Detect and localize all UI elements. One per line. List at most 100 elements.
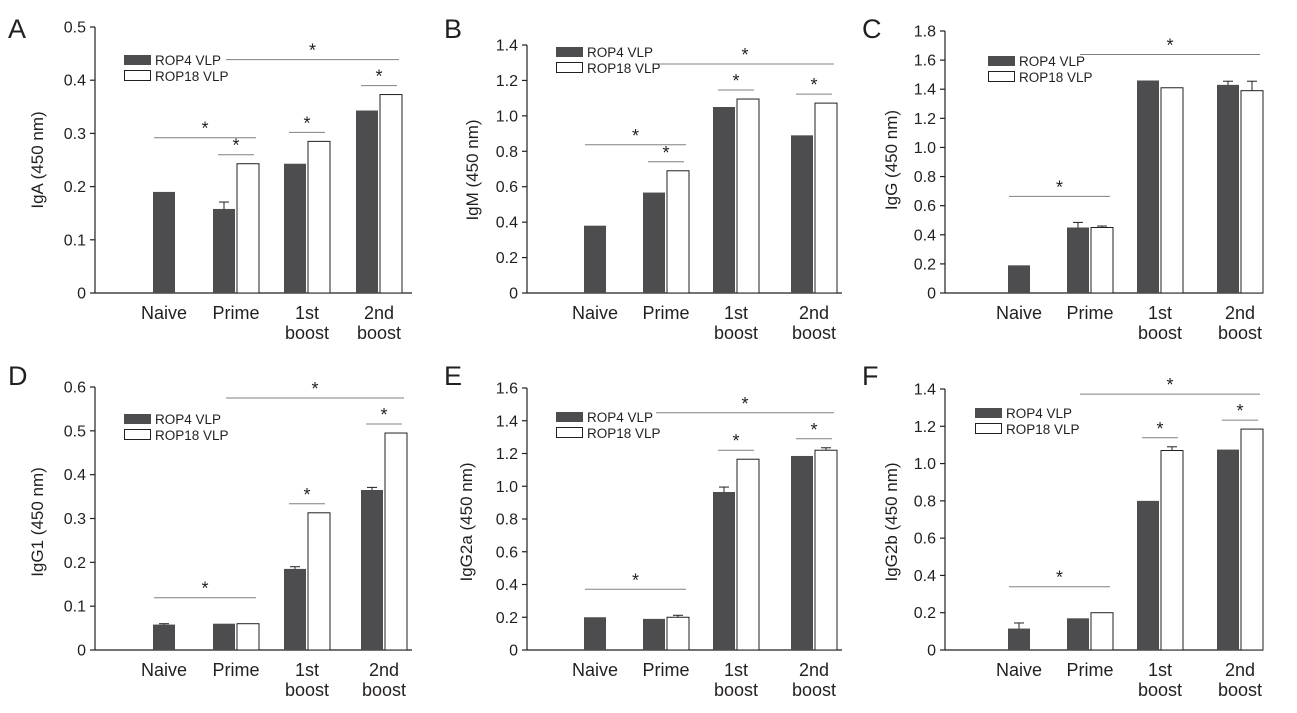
y-tick-label: 0 (509, 643, 518, 660)
x-category-label: 1st boost (1138, 303, 1182, 343)
bar-rop4 (1137, 80, 1159, 293)
y-tick-label: 1.2 (496, 446, 518, 463)
x-category-label: Naive (141, 660, 187, 680)
bar-rop4 (584, 225, 606, 293)
y-axis-label: IgG2a (450 nm) (457, 462, 476, 581)
legend-swatch-rop18 (124, 429, 151, 440)
panel-letter: A (8, 14, 26, 44)
legend-swatch-rop4 (124, 55, 151, 65)
legend-swatch-rop4 (975, 408, 1002, 418)
y-tick-label: 0 (509, 286, 518, 303)
significance-star: * (662, 143, 669, 163)
x-category-label-line: 1st (295, 303, 319, 323)
significance-star: * (311, 379, 318, 399)
legend-label-rop18: ROP18 VLP (155, 428, 229, 443)
x-category-label-line: Prime (642, 303, 689, 323)
bar-rop4 (1067, 227, 1089, 293)
legend-label-rop18: ROP18 VLP (587, 61, 661, 76)
bar-rop4 (284, 163, 306, 293)
panel-letter: D (8, 361, 28, 391)
significance-star: * (1166, 35, 1173, 55)
bar-rop18 (307, 512, 331, 651)
legend-label-rop18: ROP18 VLP (155, 69, 229, 84)
legend-label-rop4: ROP4 VLP (155, 412, 221, 427)
x-category-label-line: Naive (141, 660, 187, 680)
legend-label-rop4: ROP4 VLP (1019, 54, 1085, 69)
bar-rop4 (1008, 628, 1030, 650)
legend-swatch-rop18 (556, 427, 583, 438)
significance-star: * (1156, 419, 1163, 439)
bar-rop4 (153, 191, 175, 293)
x-category-label-line: boost (714, 323, 758, 343)
y-tick-label: 1.2 (914, 111, 936, 128)
y-tick-label: 0.4 (64, 467, 86, 484)
legend-label-rop18: ROP18 VLP (1006, 422, 1080, 437)
y-tick-label: 1.6 (914, 53, 936, 70)
legend-label-rop4: ROP4 VLP (587, 410, 653, 425)
legend-label-rop4: ROP4 VLP (155, 53, 221, 68)
significance-star: * (810, 420, 817, 440)
bar-rop4 (643, 618, 665, 650)
y-tick-label: 0.2 (64, 555, 86, 572)
x-category-label: Prime (212, 303, 259, 323)
y-axis-label: IgG2b (450 nm) (882, 462, 901, 581)
bar-rop4 (1217, 84, 1239, 293)
legend-swatch-rop18 (988, 71, 1015, 82)
x-category-label: Prime (1066, 660, 1113, 680)
x-category-label: Naive (996, 303, 1042, 323)
legend-swatch-rop4 (124, 414, 151, 424)
y-tick-label: 0.2 (496, 610, 518, 627)
y-tick-label: 0 (77, 286, 86, 303)
bar-rop18 (1090, 227, 1114, 294)
y-tick-label: 0.6 (496, 544, 518, 561)
x-category-label-line: 1st (1148, 660, 1172, 680)
chart-panel-b: B IgM (450 nm) 0 0.2 0.4 0.6 0.8 1.0 1.2 1.4 Naive… (444, 14, 842, 343)
bar-rop4 (356, 110, 378, 293)
bar-rop18 (814, 102, 838, 294)
x-category-label: Naive (572, 660, 618, 680)
x-category-label-line: Prime (212, 660, 259, 680)
x-category-label-line: 2nd (1225, 660, 1255, 680)
legend-label-rop4: ROP4 VLP (587, 45, 653, 60)
x-category-label: 2nd boost (792, 660, 836, 700)
bar-rop18 (736, 98, 760, 294)
chart-panel-a: A IgA (450 nm) 0 0.1 0.2 0.3 0.4 0.5 Naive Prime 1… (8, 14, 412, 343)
x-category-label: 1st boost (1138, 660, 1182, 700)
bar-rop4 (1137, 500, 1159, 650)
x-category-label-line: boost (714, 680, 758, 700)
bar-rop18 (236, 163, 260, 294)
y-tick-label: 0.4 (64, 73, 86, 90)
legend-label-rop18: ROP18 VLP (587, 426, 661, 441)
x-category-label-line: boost (285, 680, 329, 700)
bar-rop4 (713, 491, 735, 650)
y-tick-label: 0.8 (496, 512, 518, 529)
x-category-label-line: 1st (724, 660, 748, 680)
x-category-label-line: Naive (572, 303, 618, 323)
x-category-label-line: boost (285, 323, 329, 343)
chart-panel-d: D IgG1 (450 nm) 0 0.1 0.2 0.3 0.4 0.5 0.6 Naive Pr… (8, 361, 412, 700)
y-tick-label: 0 (927, 643, 936, 660)
x-category-label-line: 2nd (364, 303, 394, 323)
y-tick-label: 0.3 (64, 126, 86, 143)
y-axis-label: IgM (450 nm) (463, 119, 482, 220)
significance-star: * (201, 119, 208, 139)
bar-rop18 (1090, 612, 1114, 651)
bar-rop18 (666, 616, 690, 651)
significance-star: * (201, 579, 208, 599)
y-tick-label: 0.2 (64, 179, 86, 196)
significance-star: * (309, 41, 316, 61)
y-tick-label: 0.6 (496, 179, 518, 196)
x-category-label-line: boost (792, 323, 836, 343)
x-category-label: Naive (141, 303, 187, 323)
legend-swatch-rop18 (124, 70, 151, 81)
bar-rop4 (584, 617, 606, 650)
x-category-label-line: 1st (295, 660, 319, 680)
bar-rop18 (814, 449, 838, 651)
bar-rop4 (643, 192, 665, 293)
x-category-label-line: Prime (642, 660, 689, 680)
significance-star: * (303, 113, 310, 133)
panel-letter: C (862, 14, 882, 44)
y-tick-label: 0.5 (64, 20, 86, 37)
bar-rop4 (791, 455, 813, 650)
